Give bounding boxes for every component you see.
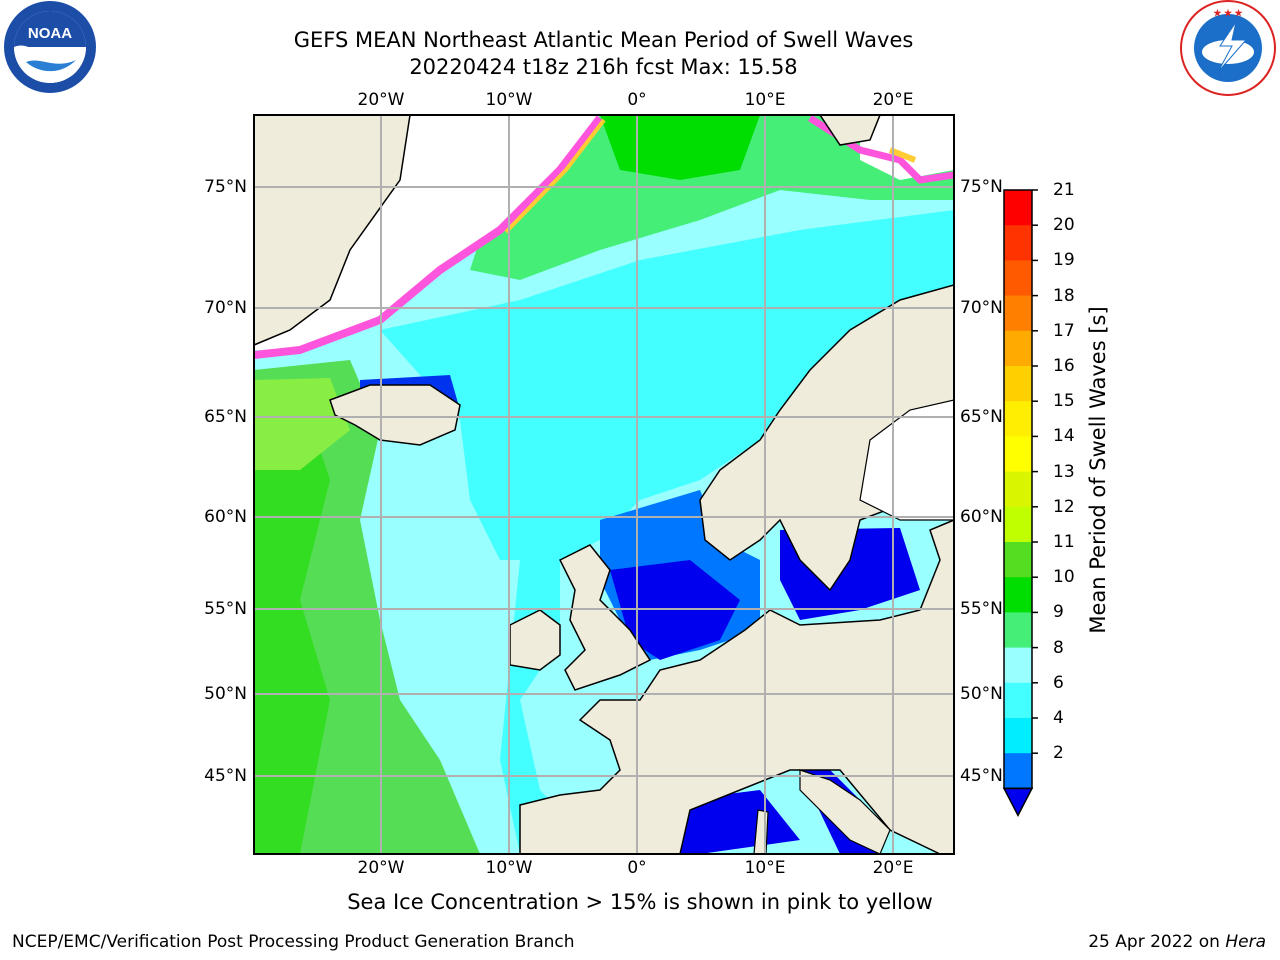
colorbar-segment (1004, 612, 1032, 649)
colorbar-segment (1004, 682, 1032, 719)
colorbar-segment (1004, 190, 1032, 226)
colorbar-tick-label: 6 (1053, 672, 1064, 693)
lat-tick-left-70n: 70°N (204, 298, 247, 318)
lon-tick-top-10e: 10°E (744, 90, 786, 110)
chart-subtitle: 20220424 t18z 216h fcst Max: 15.58 (409, 55, 798, 79)
footer-date-prefix: 25 Apr 2022 on (1088, 932, 1226, 952)
lat-tick-right-50n: 50°N (960, 684, 1003, 704)
svg-text:★ ★ ★: ★ ★ ★ (1213, 8, 1243, 18)
colorbar-segment (1004, 471, 1032, 508)
map-gridlines (254, 115, 954, 854)
colorbar-tick-label: 11 (1053, 532, 1075, 552)
colorbar-segment (1004, 506, 1032, 543)
lat-tick-right-55n: 55°N (960, 599, 1003, 619)
colorbar-tick-label: 4 (1053, 708, 1064, 728)
colorbar-segment (1004, 366, 1032, 402)
lat-tick-right-65n: 65°N (960, 407, 1003, 427)
lon-tick-bottom-10w: 10°W (485, 858, 533, 878)
noaa-logo-text: NOAA (28, 25, 72, 42)
colorbar-tick-label: 13 (1053, 461, 1075, 482)
lat-tick-left-55n: 55°N (204, 599, 247, 619)
lon-tick-top-0: 0° (627, 90, 647, 110)
lat-tick-left-65n: 65°N (204, 407, 247, 427)
lon-tick-bottom-10e: 10°E (744, 858, 786, 878)
nws-logo: ★ ★ ★ (1180, 0, 1276, 96)
colorbar-tick-label: 21 (1053, 180, 1075, 200)
lat-tick-right-45n: 45°N (960, 766, 1003, 786)
colorbar-tick-label: 8 (1053, 637, 1064, 658)
lon-tick-bottom-20e: 20°E (872, 858, 914, 878)
map-caption: Sea Ice Concentration > 15% is shown in … (0, 890, 1280, 914)
lon-tick-bottom-20w: 20°W (357, 858, 405, 878)
footer-host: Hera (1225, 932, 1266, 952)
colorbar-frame (1003, 189, 1033, 790)
colorbar-tick-label: 16 (1053, 356, 1075, 376)
lat-tick-left-75n: 75°N (204, 177, 247, 197)
colorbar-segment (1004, 225, 1032, 261)
colorbar-segment (1004, 260, 1032, 297)
colorbar-segment (1004, 295, 1032, 332)
lon-tick-top-20e: 20°E (872, 90, 914, 110)
footer-date: 25 Apr 2022 on Hera (1088, 932, 1266, 952)
colorbar-tick-label: 15 (1053, 391, 1075, 412)
lat-tick-right-75n: 75°N (960, 177, 1003, 197)
colorbar-segment (1004, 647, 1032, 684)
footer-credit: NCEP/EMC/Verification Post Processing Pr… (12, 932, 575, 952)
colorbar-tick-label: 14 (1053, 426, 1075, 447)
colorbar-segment (1004, 542, 1032, 578)
lat-tick-right-60n: 60°N (960, 507, 1003, 527)
colorbar-segment (1004, 401, 1032, 437)
colorbar-tick-label: 10 (1053, 567, 1075, 588)
lat-tick-left-45n: 45°N (204, 766, 247, 786)
colorbar-segment (1004, 718, 1032, 754)
lon-tick-top-10w: 10°W (485, 90, 533, 110)
colorbar-segment (1004, 436, 1032, 473)
colorbar-tick-label: 9 (1053, 602, 1064, 623)
map-frame (253, 114, 955, 855)
colorbar-tick-label: 12 (1053, 496, 1075, 517)
colorbar-tick-label: 2 (1053, 743, 1064, 764)
chart-title: GEFS MEAN Northeast Atlantic Mean Period… (293, 28, 914, 52)
lat-tick-left-60n: 60°N (204, 507, 247, 527)
lat-tick-right-70n: 70°N (960, 298, 1003, 318)
lon-tick-top-20w: 20°W (357, 90, 405, 110)
colorbar-tick-label: 20 (1053, 215, 1075, 236)
colorbar-tick-label: 19 (1053, 250, 1075, 271)
colorbar (1002, 189, 1038, 818)
noaa-logo: NOAA (4, 1, 96, 93)
colorbar-segment (1004, 330, 1032, 367)
colorbar-tick-label: 18 (1053, 285, 1075, 306)
colorbar-extend-arrow (1002, 787, 1034, 818)
map-caption-text: Sea Ice Concentration > 15% is shown in … (347, 890, 933, 914)
colorbar-tick-label: 17 (1053, 320, 1075, 341)
colorbar-segment (1004, 577, 1032, 613)
lat-tick-left-50n: 50°N (204, 684, 247, 704)
colorbar-segment (1004, 753, 1032, 789)
colorbar-title: Mean Period of Swell Waves [s] (1086, 306, 1110, 634)
lon-tick-bottom-0: 0° (627, 858, 647, 878)
